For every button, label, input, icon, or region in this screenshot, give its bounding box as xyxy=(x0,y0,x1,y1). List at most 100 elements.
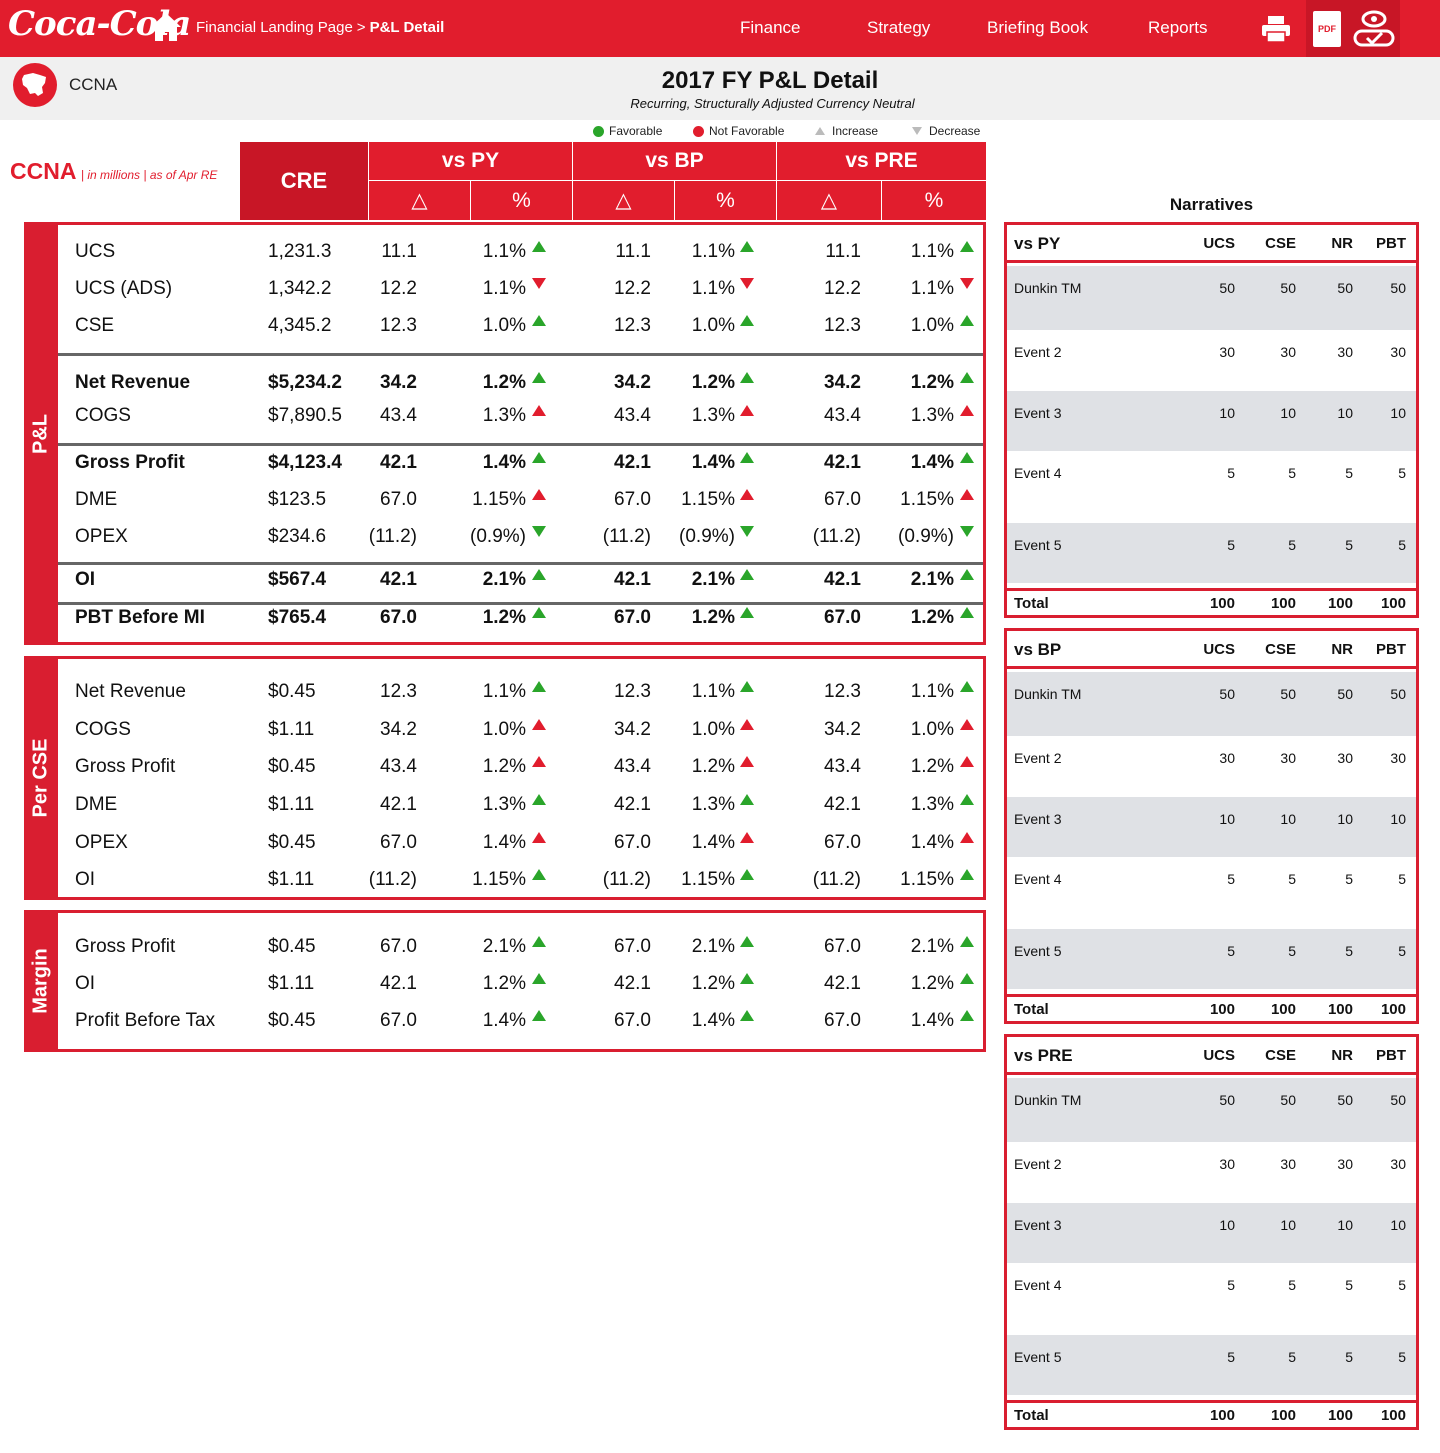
vs-pre-pct: 1.15% xyxy=(900,489,954,510)
narrative-row[interactable]: Event 4 5 5 5 5 xyxy=(1007,451,1416,523)
vs-pre-delta: 43.4 xyxy=(824,405,861,426)
narrative-value: 10 xyxy=(1337,1217,1353,1233)
vs-pre-delta: 34.2 xyxy=(824,372,861,393)
row-divider xyxy=(58,353,983,356)
narrative-row[interactable]: Event 5 5 5 5 5 xyxy=(1007,523,1416,583)
table-row: Profit Before Tax $0.45 67.0 1.4% 67.0 1.4% 67… xyxy=(24,1006,983,1036)
up-favorable-arrow-icon xyxy=(532,372,546,383)
narrative-value: 50 xyxy=(1280,1092,1296,1108)
narrative-value: 10 xyxy=(1280,811,1296,827)
review-button[interactable] xyxy=(1348,0,1400,57)
home-icon[interactable] xyxy=(149,11,183,43)
narrative-row[interactable]: Event 2 30 30 30 30 xyxy=(1007,330,1416,391)
nav-strategy[interactable]: Strategy xyxy=(867,18,931,37)
vs-py-delta: 67.0 xyxy=(380,936,417,957)
vs-bp-pct: 1.1% xyxy=(691,241,735,262)
narrative-value: 5 xyxy=(1227,871,1235,887)
vs-pre-pct: 1.1% xyxy=(910,278,954,299)
narrative-total-value: 100 xyxy=(1380,1001,1406,1018)
table-row: OI $567.4 42.1 2.1% 42.1 2.1% 42.1 2.1% xyxy=(24,565,983,595)
narrative-value: 5 xyxy=(1398,1277,1406,1293)
vs-pre-pct: 1.4% xyxy=(910,452,954,473)
vs-py-delta: 67.0 xyxy=(380,1010,417,1031)
narrative-row[interactable]: Event 4 5 5 5 5 xyxy=(1007,1263,1416,1335)
narrative-row[interactable]: Dunkin TM 50 50 50 50 xyxy=(1007,672,1416,736)
narrative-value: 5 xyxy=(1345,1277,1353,1293)
narrative-column-header: NR xyxy=(1331,641,1353,658)
down-favorable-arrow-icon xyxy=(740,526,754,537)
narrative-header: vs PY UCS CSE NR PBT xyxy=(1007,225,1416,263)
nav-finance[interactable]: Finance xyxy=(740,18,801,37)
narrative-column-header: UCS xyxy=(1203,235,1235,252)
narrative-row[interactable]: Dunkin TM 50 50 50 50 xyxy=(1007,1078,1416,1142)
up-favorable-arrow-icon xyxy=(532,1010,546,1021)
cre-value: 1,342.2 xyxy=(268,278,332,299)
nav-reports[interactable]: Reports xyxy=(1148,18,1208,37)
narrative-row[interactable]: Event 5 5 5 5 5 xyxy=(1007,1335,1416,1395)
vs-pre-pct: 1.4% xyxy=(910,832,954,853)
vs-bp-delta: 67.0 xyxy=(614,1010,651,1031)
row-label: COGS xyxy=(75,719,131,740)
narrative-row[interactable]: Event 2 30 30 30 30 xyxy=(1007,736,1416,797)
up-favorable-arrow-icon xyxy=(960,936,974,947)
decrease-triangle-icon xyxy=(912,127,922,135)
narrative-row-label: Event 2 xyxy=(1014,750,1062,766)
breadcrumb-parent[interactable]: Financial Landing Page xyxy=(196,19,353,36)
narrative-value: 30 xyxy=(1219,750,1235,766)
vs-pre-delta: 43.4 xyxy=(824,756,861,777)
narrative-total-value: 100 xyxy=(1327,1001,1353,1018)
up-favorable-arrow-icon xyxy=(532,569,546,580)
nav-briefing-book[interactable]: Briefing Book xyxy=(987,18,1089,37)
vs-bp-delta: 12.3 xyxy=(614,315,651,336)
vs-pre-delta: 67.0 xyxy=(824,489,861,510)
vs-pre-pct: 1.3% xyxy=(910,405,954,426)
breadcrumb: Financial Landing Page > P&L Detail xyxy=(196,19,444,36)
narrative-value: 10 xyxy=(1219,405,1235,421)
narrative-row[interactable]: Event 2 30 30 30 30 xyxy=(1007,1142,1416,1203)
narrative-total-value: 100 xyxy=(1209,595,1235,612)
vs-bp-pct: 1.3% xyxy=(691,405,735,426)
pdf-export-button[interactable]: PDF xyxy=(1306,0,1348,57)
narrative-row-label: Event 4 xyxy=(1014,465,1062,481)
narrative-row[interactable]: Event 3 10 10 10 10 xyxy=(1007,391,1416,451)
vs-py-delta: 12.3 xyxy=(380,315,417,336)
legend-favorable: Favorable xyxy=(593,124,662,138)
narrative-row-label: Event 4 xyxy=(1014,1277,1062,1293)
breadcrumb-current: P&L Detail xyxy=(369,19,445,36)
vs-py-delta: 43.4 xyxy=(380,756,417,777)
down-unfavorable-arrow-icon xyxy=(740,278,754,289)
narrative-value: 30 xyxy=(1390,750,1406,766)
narrative-table-vs-bp: vs BP UCS CSE NR PBT Dunkin TM 50 50 50 50 Event 2… xyxy=(1004,628,1419,1024)
print-button[interactable] xyxy=(1256,0,1296,57)
table-row: OPEX $234.6 (11.2) (0.9%) (11.2) (0.9%) (11.2)… xyxy=(24,522,983,552)
narrative-total-value: 100 xyxy=(1380,1407,1406,1424)
vs-pre-delta: 42.1 xyxy=(824,569,861,590)
narrative-row[interactable]: Event 3 10 10 10 10 xyxy=(1007,797,1416,857)
narrative-row[interactable]: Dunkin TM 50 50 50 50 xyxy=(1007,266,1416,330)
vs-pre-delta: 67.0 xyxy=(824,936,861,957)
row-label: OI xyxy=(75,973,96,994)
cre-header: CRE xyxy=(240,142,368,220)
narrative-value: 5 xyxy=(1345,1349,1353,1365)
cre-value: $0.45 xyxy=(268,1010,316,1031)
vs-py-pct: 1.1% xyxy=(482,241,526,262)
narrative-total-value: 100 xyxy=(1270,1407,1296,1424)
narrative-value: 50 xyxy=(1219,1092,1235,1108)
row-label: OPEX xyxy=(75,526,128,547)
section-per-cse: Per CSE Net Revenue $0.45 12.3 1.1% 12.3 1.1%… xyxy=(24,656,986,900)
up-favorable-arrow-icon xyxy=(740,372,754,383)
table-row: COGS $1.11 34.2 1.0% 34.2 1.0% 34.2 1.0% xyxy=(24,715,983,745)
up-favorable-arrow-icon xyxy=(960,794,974,805)
narrative-row[interactable]: Event 5 5 5 5 5 xyxy=(1007,929,1416,989)
row-label: Net Revenue xyxy=(75,681,186,702)
vs-bp-delta: 42.1 xyxy=(614,452,651,473)
narrative-column-header: UCS xyxy=(1203,641,1235,658)
narrative-value: 30 xyxy=(1280,1156,1296,1172)
up-unfavorable-arrow-icon xyxy=(740,832,754,843)
narrative-row[interactable]: Event 3 10 10 10 10 xyxy=(1007,1203,1416,1263)
narrative-total-label: Total xyxy=(1014,595,1049,612)
table-note: | in millions | as of Apr RE xyxy=(80,168,218,182)
narrative-row[interactable]: Event 4 5 5 5 5 xyxy=(1007,857,1416,929)
row-divider xyxy=(58,443,983,446)
cre-value: $0.45 xyxy=(268,681,316,702)
